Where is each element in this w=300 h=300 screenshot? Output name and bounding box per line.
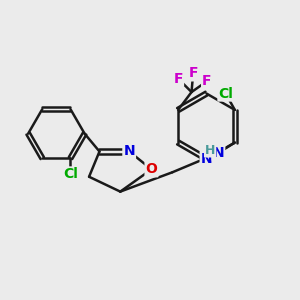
Text: H: H <box>205 143 215 157</box>
Text: O: O <box>146 162 158 176</box>
Text: F: F <box>173 72 183 86</box>
Text: N: N <box>123 145 135 158</box>
Text: N: N <box>201 152 212 166</box>
Text: N: N <box>213 146 224 160</box>
Text: F: F <box>202 74 212 88</box>
Text: F: F <box>188 66 198 80</box>
Text: Cl: Cl <box>63 167 78 182</box>
Text: Cl: Cl <box>218 86 233 100</box>
